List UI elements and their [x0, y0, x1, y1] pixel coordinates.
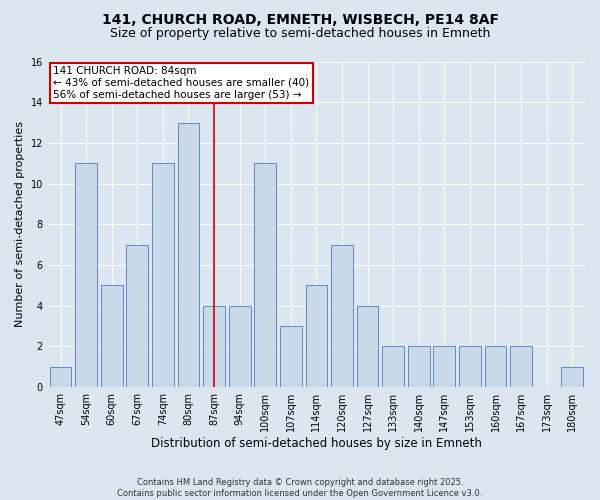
Bar — [229, 306, 251, 387]
Bar — [382, 346, 404, 387]
Bar — [433, 346, 455, 387]
Bar — [254, 164, 276, 387]
Text: 141, CHURCH ROAD, EMNETH, WISBECH, PE14 8AF: 141, CHURCH ROAD, EMNETH, WISBECH, PE14 … — [101, 12, 499, 26]
Bar — [152, 164, 174, 387]
X-axis label: Distribution of semi-detached houses by size in Emneth: Distribution of semi-detached houses by … — [151, 437, 482, 450]
Bar — [562, 367, 583, 387]
Bar — [178, 122, 199, 387]
Bar — [459, 346, 481, 387]
Bar — [203, 306, 225, 387]
Bar — [101, 286, 122, 387]
Bar — [305, 286, 327, 387]
Bar — [408, 346, 430, 387]
Text: Size of property relative to semi-detached houses in Emneth: Size of property relative to semi-detach… — [110, 28, 490, 40]
Bar — [485, 346, 506, 387]
Bar — [127, 244, 148, 387]
Bar — [280, 326, 302, 387]
Bar — [510, 346, 532, 387]
Text: 141 CHURCH ROAD: 84sqm
← 43% of semi-detached houses are smaller (40)
56% of sem: 141 CHURCH ROAD: 84sqm ← 43% of semi-det… — [53, 66, 309, 100]
Bar — [75, 164, 97, 387]
Y-axis label: Number of semi-detached properties: Number of semi-detached properties — [15, 122, 25, 328]
Bar — [331, 244, 353, 387]
Bar — [50, 367, 71, 387]
Bar — [356, 306, 379, 387]
Text: Contains HM Land Registry data © Crown copyright and database right 2025.
Contai: Contains HM Land Registry data © Crown c… — [118, 478, 482, 498]
